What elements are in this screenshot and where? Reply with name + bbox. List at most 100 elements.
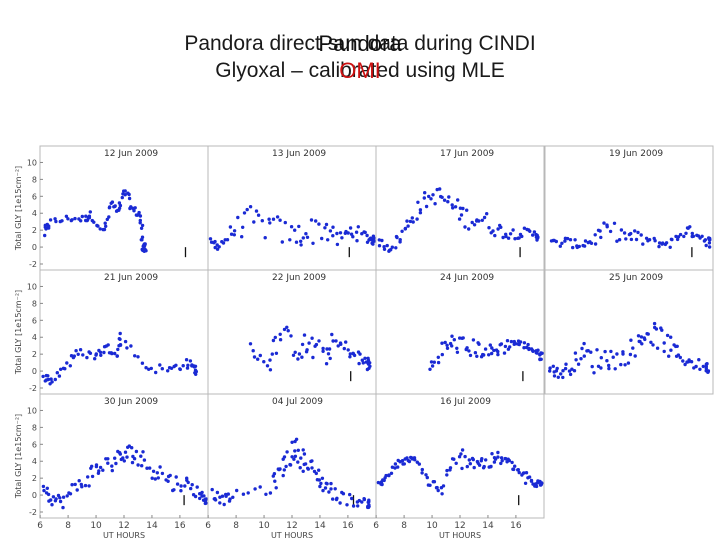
y-tick-label: 0: [32, 243, 37, 252]
panel-title: 22 Jun 2009: [272, 273, 326, 283]
data-point: [142, 244, 146, 249]
data-point: [572, 369, 577, 373]
x-tick-label: 10: [258, 521, 270, 531]
data-point: [382, 478, 386, 483]
data-point: [285, 450, 289, 454]
data-point: [54, 497, 58, 501]
data-point: [377, 238, 381, 242]
data-point: [117, 201, 122, 205]
data-point: [188, 359, 193, 363]
panel-6: 22 Jun 2009: [207, 269, 377, 395]
data-point: [137, 210, 141, 215]
data-point: [113, 351, 117, 356]
data-point: [326, 352, 331, 356]
data-point: [271, 338, 276, 343]
data-point: [529, 479, 534, 483]
y-tick-label: 2: [32, 226, 37, 235]
data-point: [298, 466, 302, 470]
data-point: [351, 504, 356, 508]
data-point: [641, 242, 645, 246]
data-point: [406, 224, 410, 228]
data-point: [213, 498, 218, 502]
data-point: [169, 366, 174, 370]
data-point: [118, 331, 122, 336]
data-point: [123, 189, 127, 193]
data-point: [555, 366, 559, 371]
data-point: [296, 448, 300, 452]
data-point: [427, 194, 431, 199]
y-tick-label: 0: [32, 367, 37, 376]
data-point: [321, 346, 325, 351]
data-point: [166, 369, 170, 373]
data-point: [622, 231, 627, 235]
y-tick-label: 10: [27, 158, 37, 167]
data-point: [504, 232, 508, 236]
data-point: [395, 235, 399, 240]
data-point: [522, 341, 527, 345]
data-point: [662, 341, 666, 345]
data-point: [127, 196, 132, 201]
data-point: [268, 358, 272, 362]
data-point: [168, 473, 172, 478]
data-point: [700, 234, 704, 238]
panel-frame: [375, 269, 545, 395]
data-point: [496, 227, 500, 231]
data-point: [118, 203, 123, 208]
data-point: [394, 246, 398, 250]
data-point: [607, 366, 611, 371]
x-tick-label: 6: [205, 521, 211, 531]
data-point: [51, 495, 56, 499]
data-point: [473, 351, 478, 355]
data-point: [329, 481, 333, 486]
data-point: [357, 361, 361, 366]
panel-7: 24 Jun 2009: [375, 269, 545, 395]
data-point: [465, 464, 469, 469]
data-point: [605, 225, 609, 229]
data-point: [268, 368, 273, 372]
data-point: [521, 471, 525, 475]
data-point: [376, 480, 381, 485]
data-point: [321, 349, 325, 353]
data-point: [697, 358, 701, 362]
data-point: [55, 371, 59, 375]
data-point: [160, 367, 164, 371]
data-point: [363, 230, 367, 235]
data-point: [256, 357, 260, 361]
data-point: [678, 232, 683, 237]
data-point: [282, 468, 286, 472]
panel-frame: [544, 269, 714, 395]
data-point: [218, 501, 222, 505]
data-point: [242, 211, 247, 215]
data-point: [705, 362, 709, 366]
data-point: [452, 338, 456, 342]
data-point: [446, 200, 450, 204]
data-point: [108, 205, 112, 209]
data-point: [76, 352, 80, 356]
data-point: [698, 367, 702, 371]
data-point: [380, 238, 384, 243]
data-point: [66, 217, 70, 221]
data-point: [387, 473, 391, 477]
data-point: [331, 225, 335, 229]
data-point: [492, 348, 496, 353]
data-point: [368, 361, 372, 365]
data-point: [468, 353, 473, 358]
panel-title: 30 Jun 2009: [104, 397, 158, 407]
data-point: [411, 220, 415, 224]
data-point: [493, 233, 497, 238]
data-point: [198, 496, 202, 501]
data-point: [360, 500, 364, 504]
data-point: [241, 225, 245, 229]
data-point: [49, 498, 53, 502]
data-point: [440, 352, 444, 357]
data-point: [232, 233, 236, 237]
data-point: [457, 455, 462, 459]
data-point: [520, 234, 524, 239]
data-point: [106, 343, 110, 347]
data-point: [351, 235, 355, 239]
data-point: [103, 221, 107, 225]
data-point: [256, 213, 261, 217]
data-point: [683, 362, 687, 367]
data-point: [657, 244, 661, 249]
data-point: [139, 454, 143, 458]
